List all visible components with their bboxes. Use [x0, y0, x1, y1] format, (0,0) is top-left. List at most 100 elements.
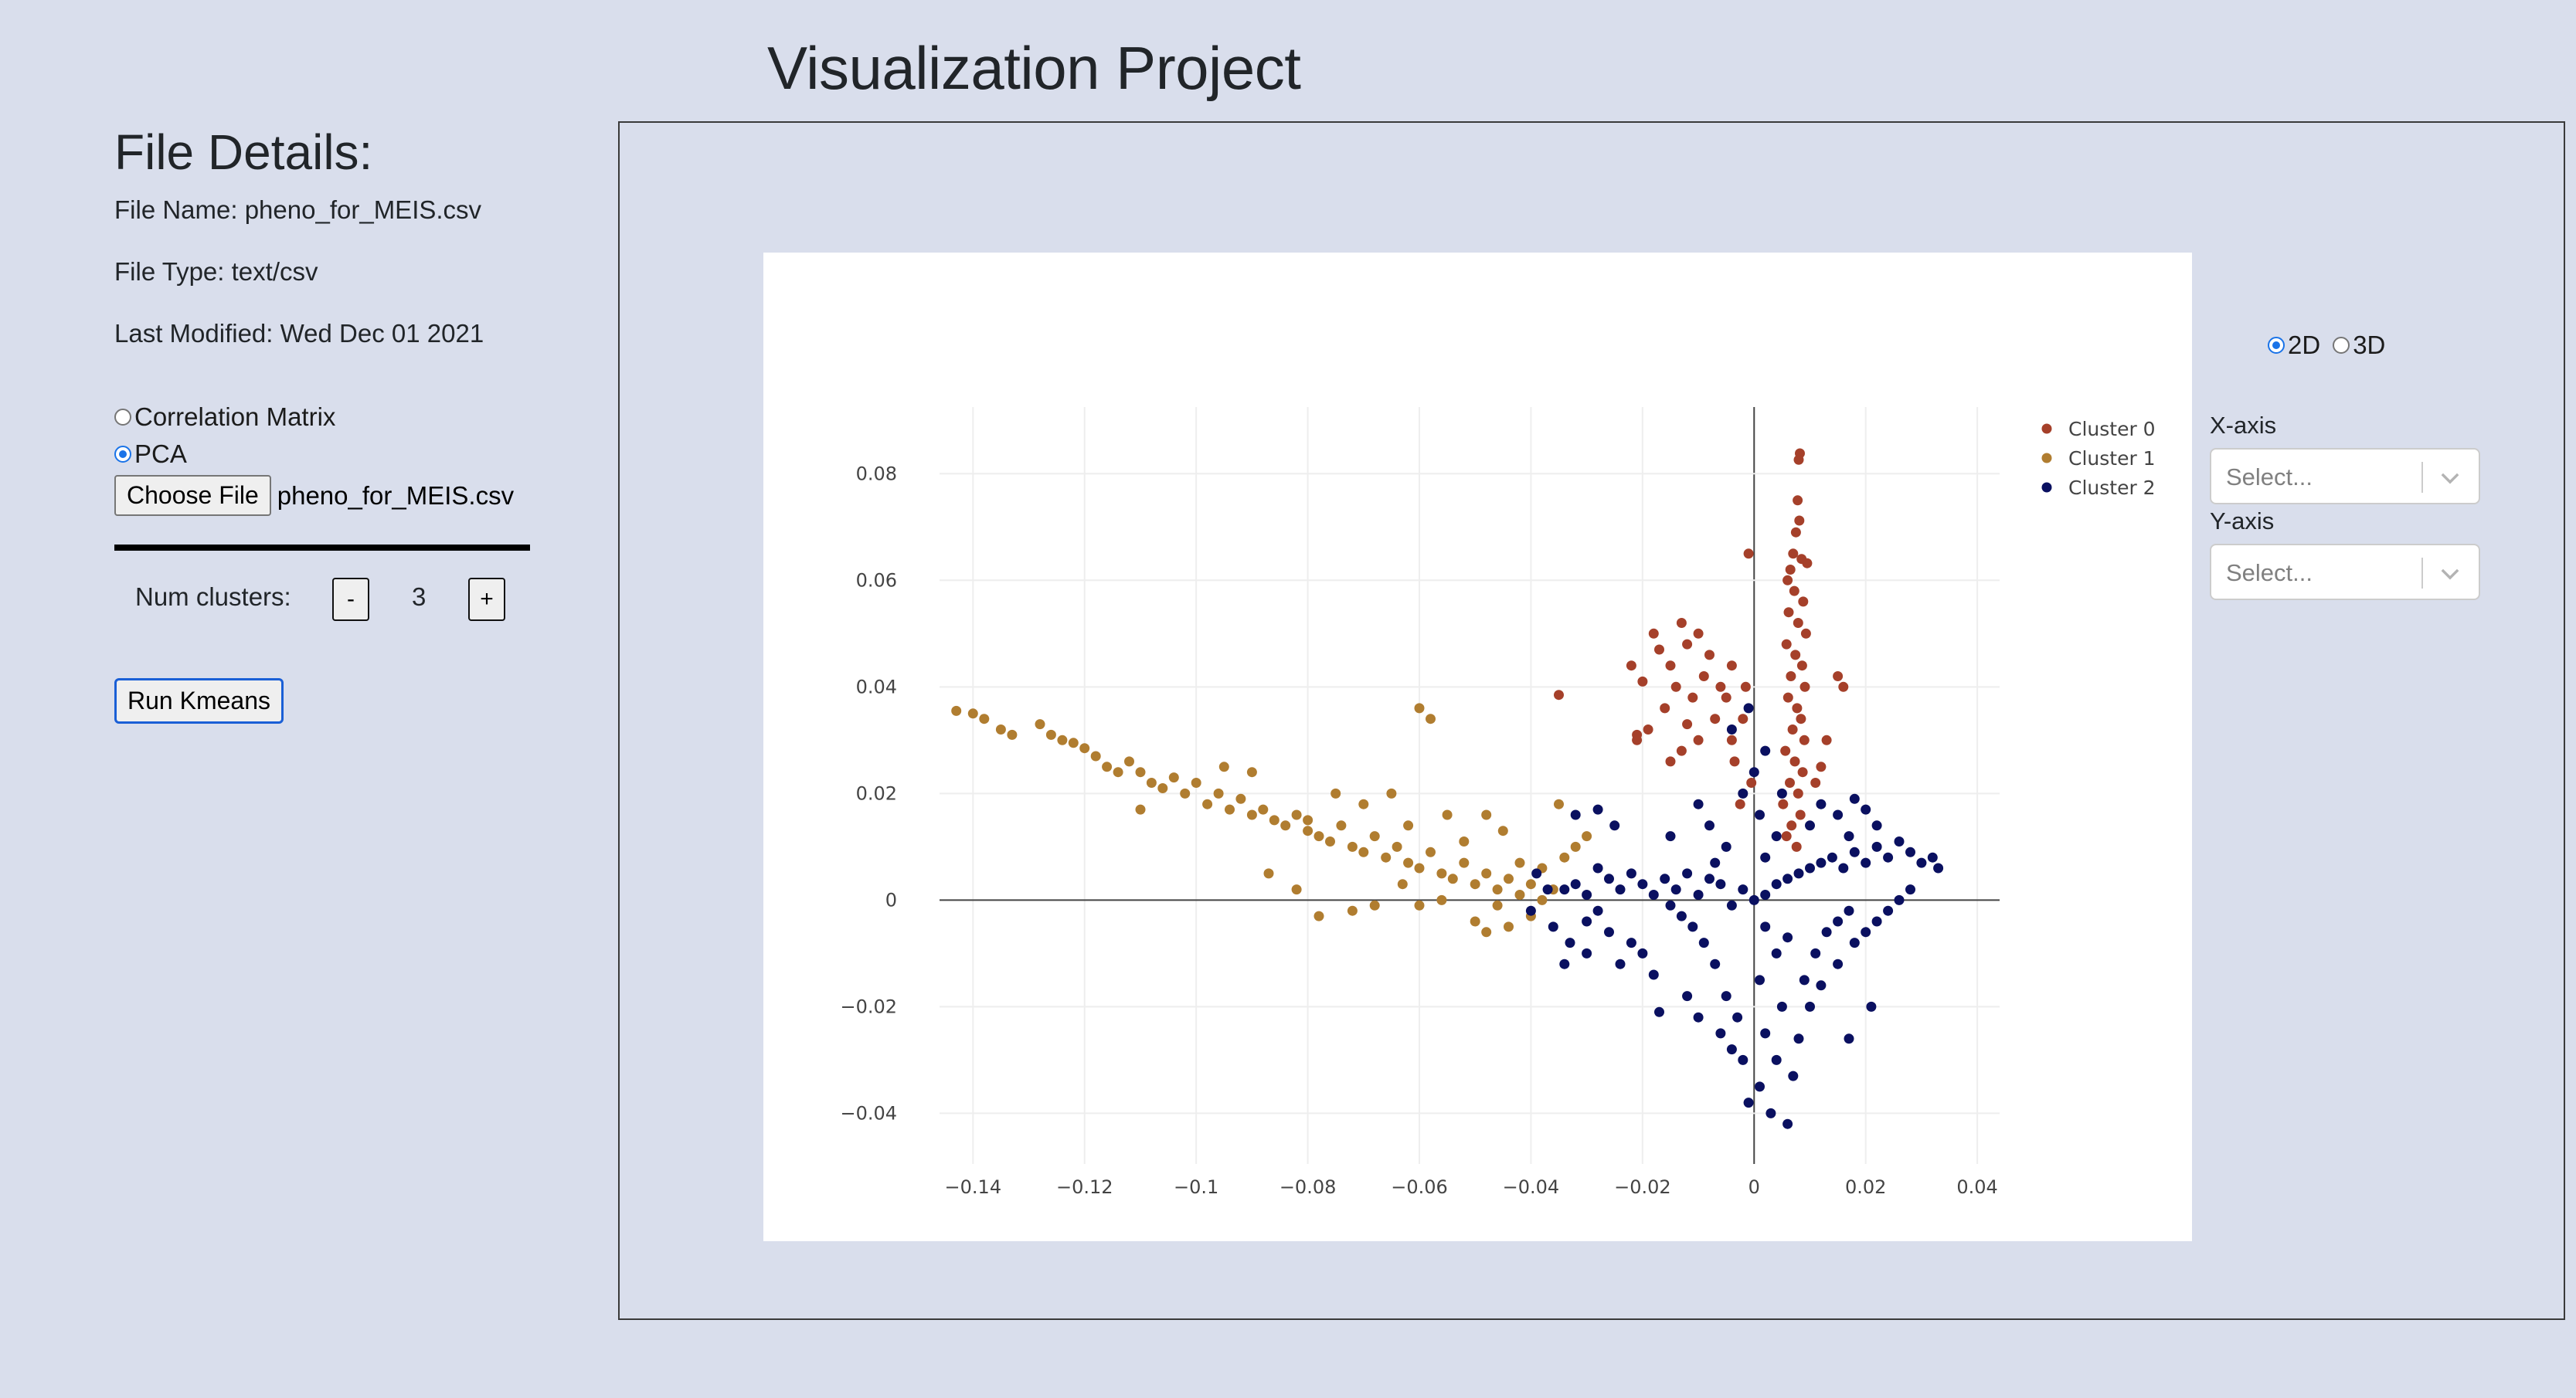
scatter-point: [1821, 927, 1832, 938]
legend-label[interactable]: Cluster 2: [2068, 477, 2156, 499]
num-clusters-label: Num clusters:: [135, 582, 291, 611]
scatter-point: [1403, 857, 1414, 868]
x-axis-select[interactable]: Select...: [2210, 448, 2480, 504]
scatter-point: [1787, 724, 1798, 735]
grid-lines: [940, 407, 2000, 1164]
correlation-matrix-radio[interactable]: Correlation Matrix: [114, 402, 335, 432]
scatter-point: [1548, 921, 1558, 932]
scatter-point: [1721, 692, 1731, 703]
scatter-point: [1146, 778, 1157, 788]
run-kmeans-button[interactable]: Run Kmeans: [114, 678, 284, 724]
scatter-point: [1726, 724, 1737, 735]
scatter-point: [1090, 751, 1101, 762]
scatter-point: [1729, 756, 1740, 767]
scatter-point: [1793, 1033, 1804, 1044]
file-input[interactable]: Choose File pheno_for_MEIS.csv: [114, 475, 514, 516]
scatter-point: [1799, 735, 1810, 745]
num-clusters-value: 3: [412, 582, 427, 611]
3d-radio[interactable]: 3D: [2333, 331, 2385, 360]
scatter-point: [1470, 916, 1480, 927]
legend[interactable]: Cluster 0 Cluster 1 Cluster 2: [2041, 418, 2156, 499]
last-modified: Last Modified: Wed Dec 01 2021: [114, 319, 484, 348]
scatter-plot[interactable]: −0.14 −0.12 −0.1 −0.08 −0.06 −0.04 −0.02 0 0.02 0…: [763, 253, 2192, 1241]
chevron-down-icon[interactable]: [2437, 561, 2463, 587]
radio-indicator[interactable]: [2268, 337, 2285, 354]
scatter-point: [1336, 820, 1347, 831]
y-tick-label: 0.08: [856, 463, 897, 484]
scatter-point: [1660, 703, 1670, 714]
y-axis-label: Y-axis: [2210, 507, 2275, 534]
scatter-point: [1113, 767, 1123, 778]
scatter-point: [1743, 1098, 1754, 1108]
radio-indicator[interactable]: [114, 446, 131, 463]
scatter-point: [1726, 1044, 1737, 1055]
scatter-point: [1698, 671, 1709, 681]
scatter-point: [1771, 1054, 1782, 1065]
scatter-point: [1760, 745, 1771, 756]
scatter-point: [1654, 1006, 1664, 1017]
scatter-point: [1436, 868, 1447, 879]
scatter-point: [1726, 735, 1737, 745]
scatter-point: [1665, 660, 1676, 671]
dimension-toggle: 2D 3D: [2268, 331, 2398, 360]
scatter-point: [1180, 788, 1191, 799]
scatter-point: [1693, 799, 1704, 809]
legend-label[interactable]: Cluster 1: [2068, 447, 2156, 470]
scatter-point: [1637, 879, 1648, 890]
x-tick-label: −0.1: [1174, 1176, 1218, 1198]
x-tick-label: −0.12: [1056, 1176, 1113, 1198]
scatter-point: [1291, 809, 1302, 820]
scatter-point: [1481, 809, 1492, 820]
scatter-point: [1676, 745, 1687, 756]
scatter-point: [1213, 788, 1224, 799]
y-axis-select[interactable]: Select...: [2210, 544, 2480, 600]
2d-radio[interactable]: 2D: [2268, 331, 2320, 360]
scatter-point: [1693, 890, 1704, 900]
scatter-point: [1760, 1028, 1771, 1039]
scatter-point: [1559, 959, 1570, 969]
decrement-clusters-button[interactable]: -: [332, 578, 369, 621]
scatter-point: [1794, 515, 1805, 526]
scatter-point: [1771, 948, 1782, 959]
scatter-point: [1202, 799, 1213, 809]
scatter-point: [1447, 874, 1458, 884]
scatter-point: [1793, 495, 1803, 506]
file-details-heading: File Details:: [114, 124, 373, 180]
radio-indicator[interactable]: [2333, 337, 2350, 354]
x-tick-label: 0: [1748, 1176, 1760, 1198]
scatter-point: [1470, 879, 1480, 890]
scatter-point: [1704, 650, 1715, 660]
choose-file-button[interactable]: Choose File: [114, 475, 271, 516]
scatter-point: [1687, 692, 1698, 703]
scatter-point: [1780, 745, 1791, 756]
scatter-point: [1704, 820, 1715, 831]
scatter-plot-panel: −0.14 −0.12 −0.1 −0.08 −0.06 −0.04 −0.02 0 0.02 0…: [763, 253, 2192, 1241]
scatter-point: [1743, 548, 1754, 559]
scatter-point: [1079, 743, 1090, 754]
scatter-point: [1570, 841, 1581, 852]
x-tick-label: 0.04: [1956, 1176, 1997, 1198]
pca-radio[interactable]: PCA: [114, 439, 187, 469]
x-tick-label: 0.02: [1845, 1176, 1886, 1198]
legend-label[interactable]: Cluster 0: [2068, 418, 2156, 440]
scatter-point: [1643, 724, 1653, 735]
scatter-point: [1397, 879, 1408, 890]
radio-indicator[interactable]: [114, 409, 131, 426]
scatter-point: [1648, 969, 1659, 980]
scatter-point: [1682, 639, 1693, 650]
scatter-point: [1816, 762, 1827, 772]
scatter-point: [1559, 884, 1570, 895]
scatter-point: [1135, 767, 1146, 778]
scatter-point: [1632, 729, 1643, 740]
scatter-point: [1168, 772, 1179, 783]
scatter-point: [1748, 894, 1759, 905]
scatter-point: [1693, 1012, 1704, 1023]
scatter-point: [1525, 879, 1536, 890]
chevron-down-icon[interactable]: [2437, 465, 2463, 491]
legend-marker: [2041, 482, 2052, 493]
scatter-point: [1871, 820, 1882, 831]
scatter-point: [1426, 714, 1436, 724]
increment-clusters-button[interactable]: +: [468, 578, 505, 621]
scatter-point: [1330, 788, 1341, 799]
axis-ticks: −0.14 −0.12 −0.1 −0.08 −0.06 −0.04 −0.02 0 0.02 0…: [840, 463, 1997, 1198]
